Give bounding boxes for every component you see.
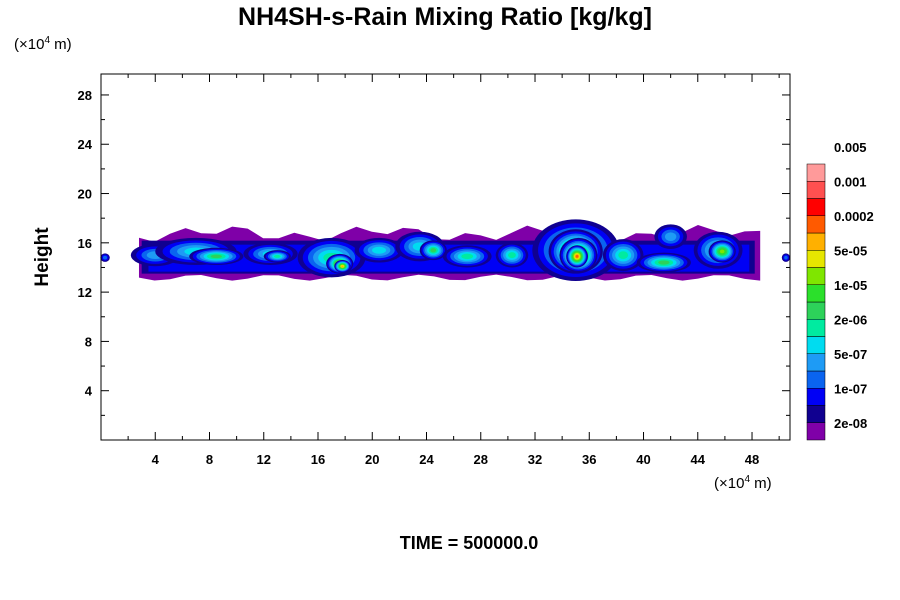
colorbar-swatch [806,267,826,285]
x-tick-label: 20 [365,452,379,467]
contour-cell-0-level-3 [102,255,108,260]
y-unit-suffix: m) [50,36,72,53]
colorbar-swatch [806,301,826,320]
x-unit-suffix: m) [750,475,772,492]
x-tick-label: 12 [257,452,271,467]
x-unit-exponent: 4 [744,474,750,485]
contour-cell-4-level-7 [210,254,222,259]
plot-frame [100,73,791,441]
x-tick-label: 28 [474,452,488,467]
colorbar-swatch [806,250,826,268]
chart-title: NH4SH-s-Rain Mixing Ratio [kg/kg] [238,3,652,31]
contour-cell-10-level-5 [372,246,387,254]
contour-cell-12-level-7 [430,248,437,253]
contour-cell-19-level-6 [618,251,629,260]
colorbar-swatch [806,284,826,303]
colorbar-swatch [806,353,826,372]
x-tick-label: 36 [582,452,596,467]
x-tick-label: 8 [206,452,213,467]
y-axis-label: Height [32,227,53,287]
colorbar-label: 0.001 [834,174,867,189]
y-tick-label: 12 [78,285,92,300]
x-tick-label: 32 [528,452,542,467]
colorbar-label: 2e-08 [834,416,867,431]
x-tick-label: 16 [311,452,325,467]
contour-cell-13-level-6 [461,253,474,260]
colorbar-label: 1e-07 [834,381,867,396]
colorbar-swatch [806,422,826,441]
colorbar-swatch [806,319,826,337]
plot-area [100,219,791,282]
x-tick-label: 44 [691,452,706,467]
contour-cell-1-level-3 [784,255,788,260]
time-label: TIME = 500000.0 [400,533,539,553]
colorbar-swatch [806,163,826,182]
colorbar-swatch [806,232,826,251]
colorbar-label: 1e-05 [834,278,867,293]
colorbar-swatch [806,405,826,423]
y-tick-label: 4 [85,384,93,399]
colorbar-label: 0.005 [834,140,867,155]
contour-cell-14-level-6 [508,252,516,259]
y-tick-label: 8 [85,334,92,349]
y-tick-label: 20 [78,187,92,202]
x-unit-prefix: (×10 [714,475,744,492]
x-tick-label: 48 [745,452,759,467]
colorbar-label: 5e-07 [834,347,867,362]
colorbar-swatch [806,336,826,354]
x-tick-label: 24 [419,452,434,467]
y-tick-label: 28 [78,88,92,103]
colorbar-label: 0.0002 [834,209,874,224]
colorbar-swatch [806,181,826,199]
contour-cell-9-level-11 [341,265,344,268]
contour-cell-23-level-9 [719,249,725,254]
colorbar-swatch [806,388,826,406]
contour-cell-21-level-4 [664,232,677,241]
colorbar-swatch [806,370,826,389]
colorbar-swatch [806,215,826,234]
x-tick-label: 40 [636,452,650,467]
y-unit-label: (×104 m) [14,35,72,53]
colorbar-swatch [806,198,826,216]
contour-cell-20-level-7 [658,260,670,265]
y-tick-label: 16 [78,236,92,251]
colorbar: 2e-08 1e-07 5e-07 2e-06 1e-05 5e-05 0.0002 0.00… [806,140,874,441]
y-tick-label: 24 [78,137,93,152]
y-unit-prefix: (×10 [14,36,44,53]
colorbar-label: 5e-05 [834,243,867,258]
x-unit-label: (×104 m) [714,474,772,492]
contour-cell-6-level-6 [274,254,281,258]
x-tick-label: 4 [152,452,160,467]
contour-cell-18-level-12 [575,254,579,258]
y-unit-exponent: 4 [44,35,50,46]
colorbar-label: 2e-06 [834,312,867,327]
